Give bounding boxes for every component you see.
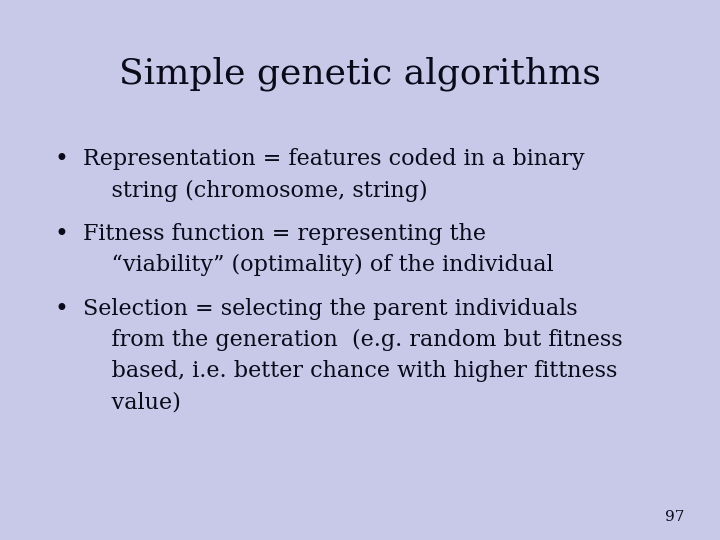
Text: •: •: [54, 223, 68, 246]
Text: Fitness function = representing the: Fitness function = representing the: [83, 223, 486, 245]
Text: string (chromosome, string): string (chromosome, string): [83, 180, 428, 202]
Text: value): value): [83, 392, 181, 414]
Text: 97: 97: [665, 510, 684, 524]
Text: Simple genetic algorithms: Simple genetic algorithms: [119, 57, 601, 91]
Text: Selection = selecting the parent individuals: Selection = selecting the parent individ…: [83, 298, 577, 320]
Text: •: •: [54, 148, 68, 172]
Text: based, i.e. better chance with higher fittness: based, i.e. better chance with higher fi…: [83, 360, 617, 382]
Text: “viability” (optimality) of the individual: “viability” (optimality) of the individu…: [83, 254, 554, 276]
Text: from the generation  (e.g. random but fitness: from the generation (e.g. random but fit…: [83, 329, 622, 351]
Text: •: •: [54, 298, 68, 321]
Text: Representation = features coded in a binary: Representation = features coded in a bin…: [83, 148, 585, 171]
